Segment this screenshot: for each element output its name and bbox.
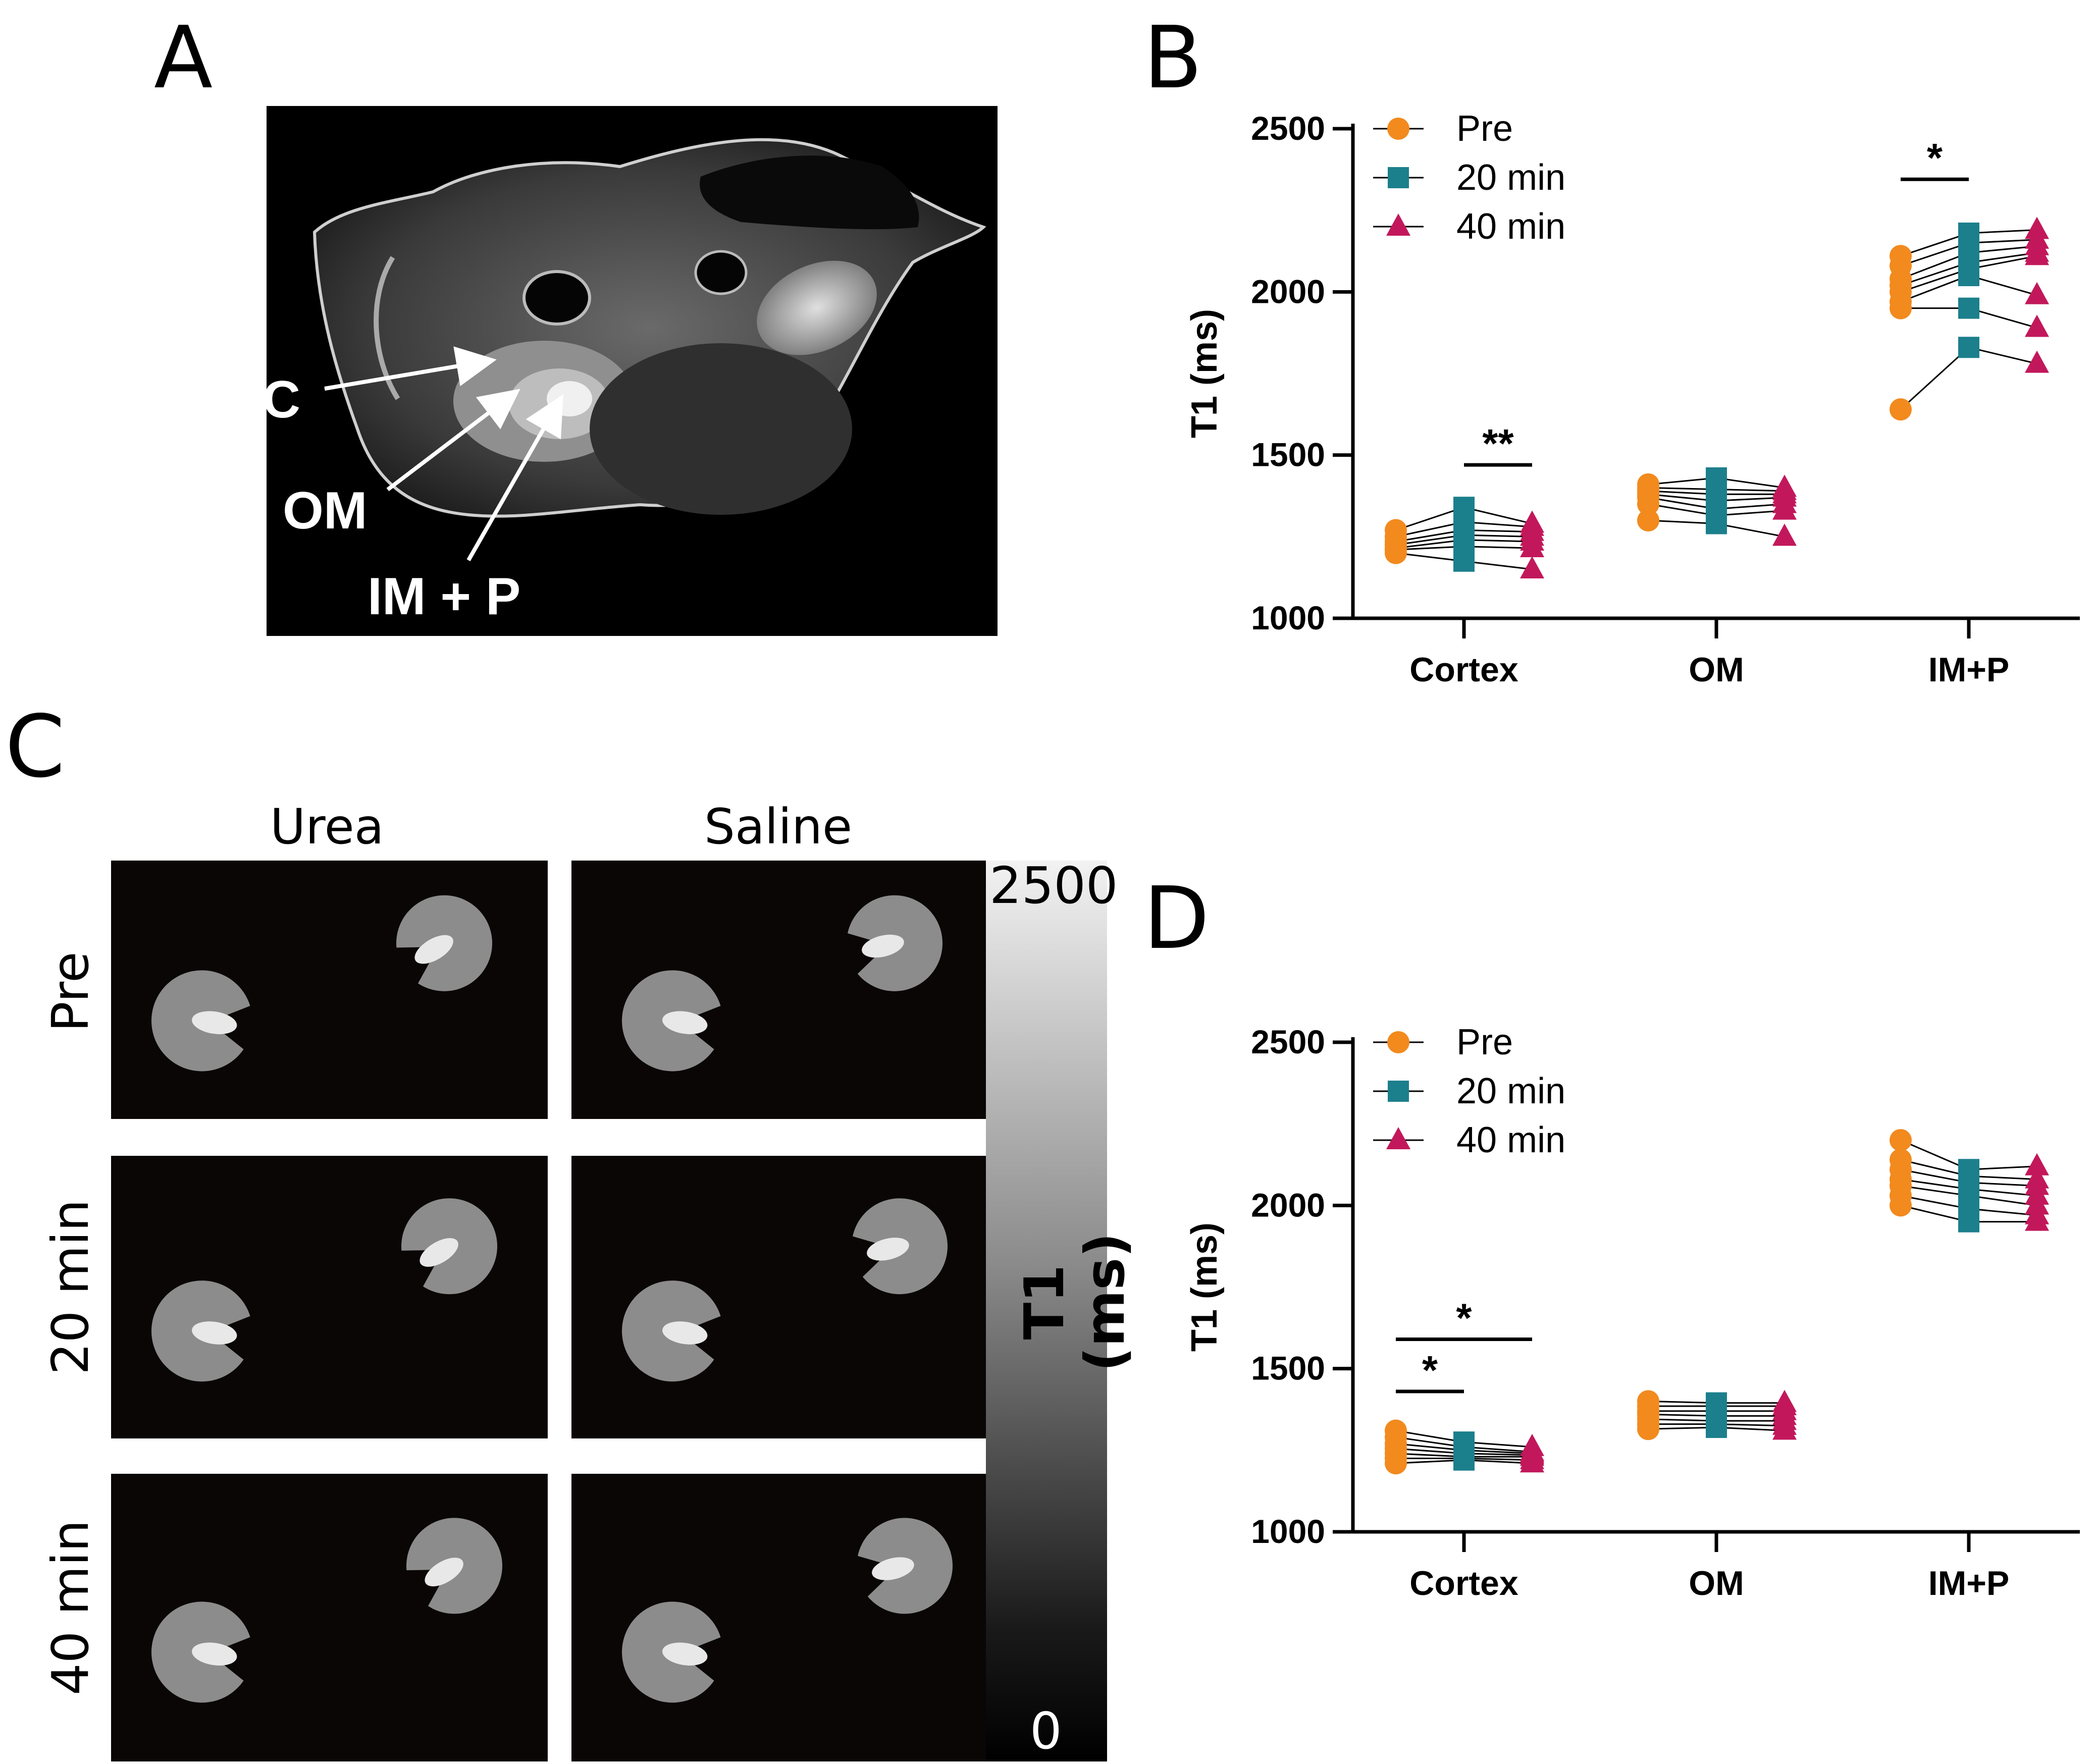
y-axis-label: T1 (ms) (1184, 1222, 1225, 1352)
point-min20 (1958, 1211, 1979, 1233)
y-tick-label: 1500 (1251, 1350, 1325, 1387)
point-min40 (1520, 1450, 1544, 1473)
t1-colorbar (986, 861, 1107, 1761)
column-title-urea: Urea (270, 798, 384, 855)
mri-label-om: OM (283, 482, 368, 540)
y-tick-label: 2000 (1251, 1186, 1325, 1223)
legend-marker-min40 (1386, 213, 1410, 236)
y-tick-label: 2000 (1251, 273, 1325, 310)
t1-map-urea-40min (111, 1474, 548, 1761)
row-label-40min: 40 min (41, 1520, 100, 1695)
point-min20 (1706, 513, 1727, 534)
legend-marker-pre (1387, 1031, 1409, 1053)
point-min20 (1453, 550, 1475, 572)
x-tick-label: IM+P (1928, 651, 2010, 689)
x-tick-label: OM (1689, 1564, 1744, 1602)
point-pre (1385, 542, 1407, 564)
legend-label: 40 min (1456, 206, 1565, 247)
point-pre (1637, 509, 1659, 531)
legend-label: 40 min (1456, 1120, 1565, 1160)
significance-label: * (1456, 1295, 1472, 1340)
x-tick-label: Cortex (1409, 1564, 1518, 1602)
point-pre (1890, 1129, 1912, 1151)
point-min20 (1958, 337, 1979, 358)
point-min20 (1706, 1417, 1727, 1438)
point-min40 (2025, 243, 2049, 265)
legend-marker-min20 (1388, 167, 1409, 188)
point-min40 (2025, 314, 2049, 337)
chart-d: 1000 1500 2000 2500 T1 (ms) Cortex OM IM+P * * Pre… (1184, 1022, 2080, 1602)
legend-marker-min40 (1386, 1127, 1410, 1149)
arrow-imp (466, 394, 563, 561)
legend-marker-min20 (1388, 1081, 1409, 1102)
point-pre (1637, 493, 1659, 515)
legend-label: Pre (1456, 109, 1513, 149)
point-min40 (2025, 1208, 2049, 1231)
significance-label: * (1927, 135, 1943, 180)
arrow-om (386, 389, 520, 492)
y-tick-label: 1000 (1251, 1513, 1325, 1550)
point-pre (1890, 1194, 1912, 1217)
y-tick-label: 1500 (1251, 436, 1325, 473)
t1-map-saline-40min (571, 1474, 1008, 1761)
x-tick-label: Cortex (1409, 651, 1518, 689)
point-pre (1385, 1452, 1407, 1475)
point-min20 (1958, 297, 1979, 319)
mri-arrows (324, 346, 563, 561)
panel-letter-c: C (5, 697, 65, 797)
row-label-20min: 20 min (41, 1199, 100, 1375)
panel-letter-d: D (1143, 869, 1210, 969)
legend-label: 20 min (1456, 1071, 1565, 1111)
t1-map-saline-pre (571, 861, 1008, 1119)
x-tick-label: OM (1689, 651, 1744, 689)
legend-label: 20 min (1456, 157, 1565, 198)
legend-label: Pre (1456, 1022, 1513, 1062)
point-min40 (2025, 350, 2049, 373)
row-label-pre: Pre (41, 951, 100, 1032)
point-min20 (1958, 265, 1979, 286)
colorbar-max: 2500 (989, 856, 1118, 915)
arrow-c (324, 346, 497, 391)
y-tick-label: 2500 (1251, 1023, 1325, 1060)
y-tick-label: 1000 (1251, 599, 1325, 636)
point-min40 (1772, 1417, 1797, 1440)
t1-map-saline-20min (571, 1156, 1008, 1438)
y-tick-label: 2500 (1251, 110, 1325, 147)
significance-label: * (1422, 1348, 1438, 1393)
colorbar-min: 0 (1030, 1701, 1062, 1760)
mri-label-imp: IM + P (368, 567, 521, 626)
point-min40 (1772, 497, 1797, 520)
point-min40 (1772, 523, 1797, 546)
point-min20 (1453, 1449, 1475, 1471)
point-min40 (1520, 556, 1544, 578)
significance-label: ** (1482, 421, 1514, 466)
point-min40 (1520, 534, 1544, 557)
column-title-saline: Saline (704, 798, 853, 855)
t1-map-urea-20min (111, 1156, 548, 1438)
point-pre (1890, 398, 1912, 421)
panel-letter-a: A (154, 8, 213, 108)
t1-map-urea-pre (111, 861, 548, 1119)
point-pre (1890, 297, 1912, 319)
x-tick-label: IM+P (1928, 1564, 2010, 1602)
colorbar-label: T1 (ms) (1013, 1233, 1137, 1372)
legend-marker-pre (1387, 118, 1409, 140)
point-pre (1637, 1418, 1659, 1440)
point-min40 (2025, 282, 2049, 304)
point-min40 (2025, 1153, 2049, 1175)
y-axis-label: T1 (ms) (1184, 309, 1225, 438)
mri-label-c: C (263, 370, 301, 429)
panel-letter-b: B (1143, 8, 1202, 108)
